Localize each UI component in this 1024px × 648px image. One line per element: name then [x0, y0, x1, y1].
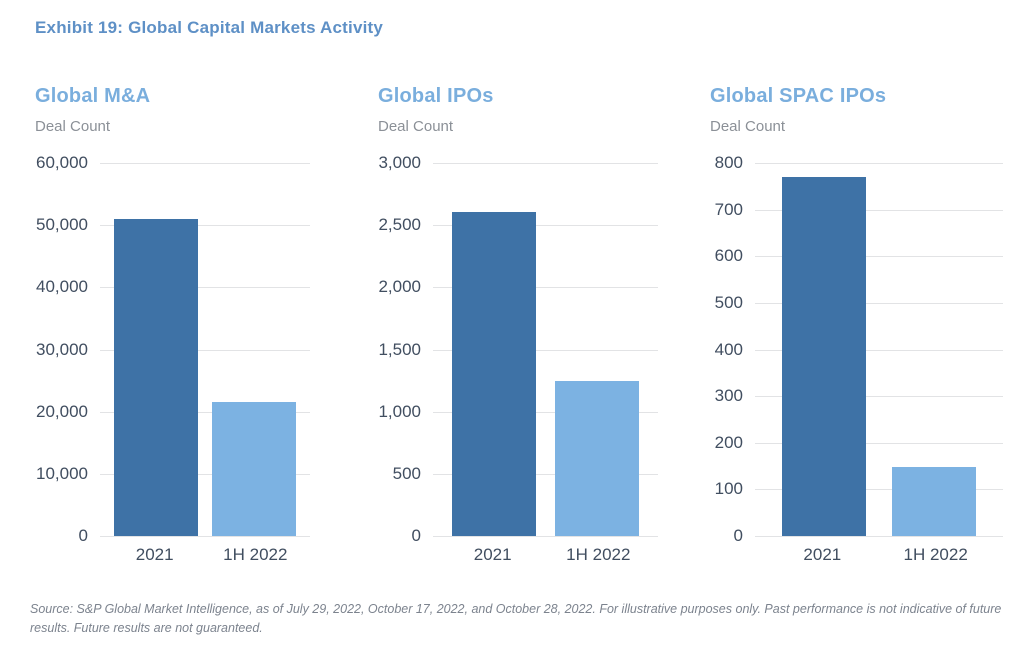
chart-title: Global M&A	[35, 85, 151, 107]
y-tick-label: 1,000	[378, 401, 421, 421]
plot-area: 800 700 600 500 400 300 200 100 0	[710, 153, 1003, 545]
y-tick-label: 500	[392, 463, 421, 483]
y-axis: 60,000 50,000 40,000 30,000 20,000 10,000 0	[35, 153, 100, 545]
gridline	[755, 536, 1003, 537]
source-note: Source: S&P Global Market Intelligence, …	[30, 602, 1002, 636]
gridline	[100, 163, 310, 164]
bar-2021	[781, 177, 866, 536]
gridline	[755, 349, 1003, 351]
gridline	[100, 287, 310, 289]
gridline	[433, 225, 658, 227]
x-axis: 2021 1H 2022	[378, 536, 658, 565]
y-tick-label: 400	[714, 339, 743, 359]
x-tick-label: 1H 2022	[223, 545, 288, 564]
y-tick-label: 0	[733, 526, 743, 545]
y-axis: 800 700 600 500 400 300 200 100 0	[710, 153, 755, 545]
bars-region	[433, 163, 658, 537]
x-axis: 2021 1H 2022	[35, 536, 310, 565]
y-tick-label: 60,000	[36, 153, 88, 172]
y-tick-label: 100	[714, 479, 743, 499]
y-tick-label: 800	[714, 153, 743, 172]
x-axis-labels: 2021 1H 2022	[755, 545, 1003, 565]
gridline	[433, 411, 658, 413]
x-tick-label: 1H 2022	[566, 545, 631, 564]
x-tick-label: 1H 2022	[903, 545, 968, 564]
gridline	[755, 163, 1003, 164]
bars-region	[755, 163, 1003, 537]
y-tick-label: 40,000	[36, 277, 88, 297]
x-axis-labels: 2021 1H 2022	[100, 545, 310, 565]
bar-1h-2022	[555, 380, 639, 536]
chart-y-axis-title: Deal Count	[378, 118, 454, 135]
gridline	[100, 411, 310, 413]
bar-1h-2022	[892, 467, 977, 536]
chart-y-axis-title: Deal Count	[35, 118, 111, 135]
bars-region	[100, 163, 310, 537]
y-tick-label: 30,000	[36, 339, 88, 359]
gridline	[433, 349, 658, 351]
x-tick-label: 2021	[473, 545, 512, 564]
gridline	[755, 209, 1003, 211]
x-tick-label: 2021	[135, 545, 174, 564]
bar-2021	[452, 211, 536, 536]
y-tick-label: 0	[411, 526, 421, 545]
chart-title: Global IPOs	[378, 85, 494, 107]
gridline	[755, 396, 1003, 398]
y-tick-label: 20,000	[36, 401, 88, 421]
gridline	[433, 163, 658, 164]
y-axis: 3,000 2,500 2,000 1,500 1,000 500 0	[378, 153, 433, 545]
y-tick-label: 700	[714, 199, 743, 219]
chart-global-ma: Global M&A Deal Count 60,000 50,000 40,000…	[35, 84, 310, 565]
y-tick-label: 10,000	[36, 463, 88, 483]
y-tick-label: 1,500	[378, 339, 421, 359]
bar-group	[100, 163, 310, 536]
bar-group	[755, 163, 1003, 536]
y-tick-label: 200	[714, 432, 743, 452]
gridline	[433, 473, 658, 475]
gridline	[755, 489, 1003, 491]
plot-area: 3,000 2,500 2,000 1,500 1,000 500 0	[378, 153, 658, 545]
chart-global-spac-ipos: Global SPAC IPOs Deal Count 800 700 600 500…	[710, 84, 1003, 565]
y-tick-label: 2,000	[378, 277, 421, 297]
y-tick-label: 2,500	[378, 215, 421, 235]
y-tick-label: 300	[714, 386, 743, 406]
chart-title: Global SPAC IPOs	[710, 85, 887, 107]
y-tick-label: 3,000	[378, 153, 421, 172]
bar-1h-2022	[212, 402, 296, 536]
gridline	[755, 442, 1003, 444]
gridline	[100, 225, 310, 227]
gridline	[100, 536, 310, 537]
y-tick-label: 0	[78, 526, 88, 545]
gridline	[100, 349, 310, 351]
chart-y-axis-title: Deal Count	[710, 118, 786, 135]
chart-global-ipos: Global IPOs Deal Count 3,000 2,500 2,000 1,…	[378, 84, 658, 565]
x-axis: 2021 1H 2022	[710, 536, 1003, 565]
exhibit-title: Exhibit 19: Global Capital Markets Activ…	[35, 18, 384, 37]
bar-group	[433, 163, 658, 536]
gridline	[755, 302, 1003, 304]
gridline	[100, 473, 310, 475]
x-axis-labels: 2021 1H 2022	[433, 545, 658, 565]
gridline	[755, 256, 1003, 258]
gridline	[433, 287, 658, 289]
x-tick-label: 2021	[803, 545, 842, 564]
y-tick-label: 500	[714, 292, 743, 312]
gridline	[433, 536, 658, 537]
bar-2021	[114, 218, 198, 536]
y-tick-label: 600	[714, 246, 743, 266]
y-tick-label: 50,000	[36, 215, 88, 235]
plot-area: 60,000 50,000 40,000 30,000 20,000 10,000 0	[35, 153, 310, 545]
